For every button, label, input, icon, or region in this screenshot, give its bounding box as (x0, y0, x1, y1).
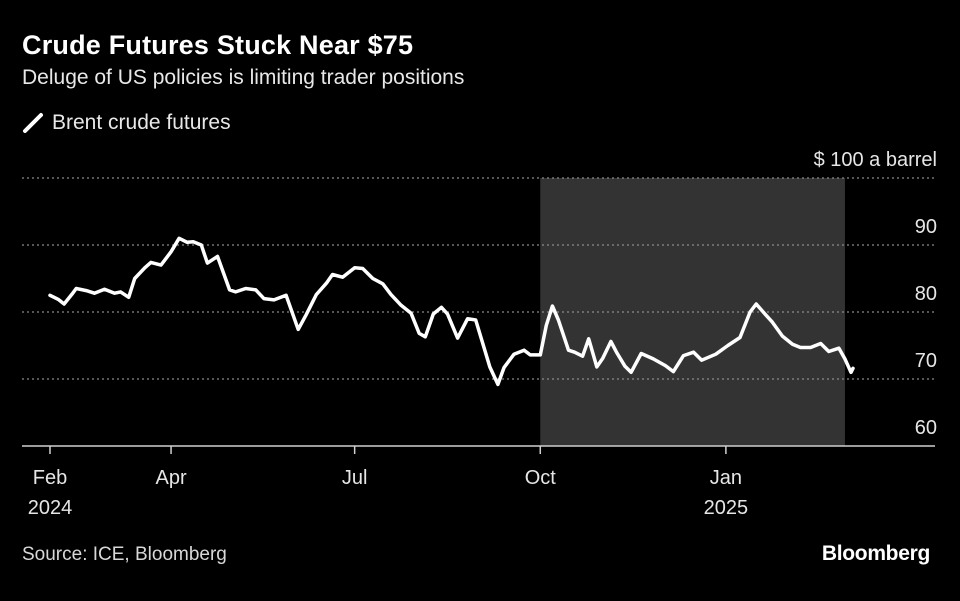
x-tick-year-label: 2024 (28, 497, 73, 519)
x-tick-label: Feb (33, 467, 67, 489)
legend-line-icon (23, 113, 43, 133)
source-note: Source: ICE, Bloomberg (22, 544, 227, 565)
legend: Brent crude futures (22, 111, 231, 135)
x-tick-label: Jan (710, 467, 742, 489)
x-tick-label: Jul (342, 467, 368, 489)
y-tick-label: 70 (915, 350, 937, 372)
x-tick-label: Oct (525, 467, 557, 489)
chart-subtitle: Deluge of US policies is limiting trader… (22, 66, 465, 89)
y-tick-label: 80 (915, 283, 937, 305)
y-tick-label: 90 (915, 216, 937, 238)
y-tick-label: $ 100 a barrel (814, 149, 937, 171)
y-tick-label: 60 (915, 417, 937, 439)
x-tick-year-label: 2025 (704, 497, 749, 519)
chart-title: Crude Futures Stuck Near $75 (22, 30, 414, 60)
legend-label: Brent crude futures (52, 111, 231, 134)
bloomberg-logo: Bloomberg (821, 542, 930, 565)
series-line-brent-crude (48, 236, 855, 387)
x-tick-label: Apr (155, 467, 186, 489)
